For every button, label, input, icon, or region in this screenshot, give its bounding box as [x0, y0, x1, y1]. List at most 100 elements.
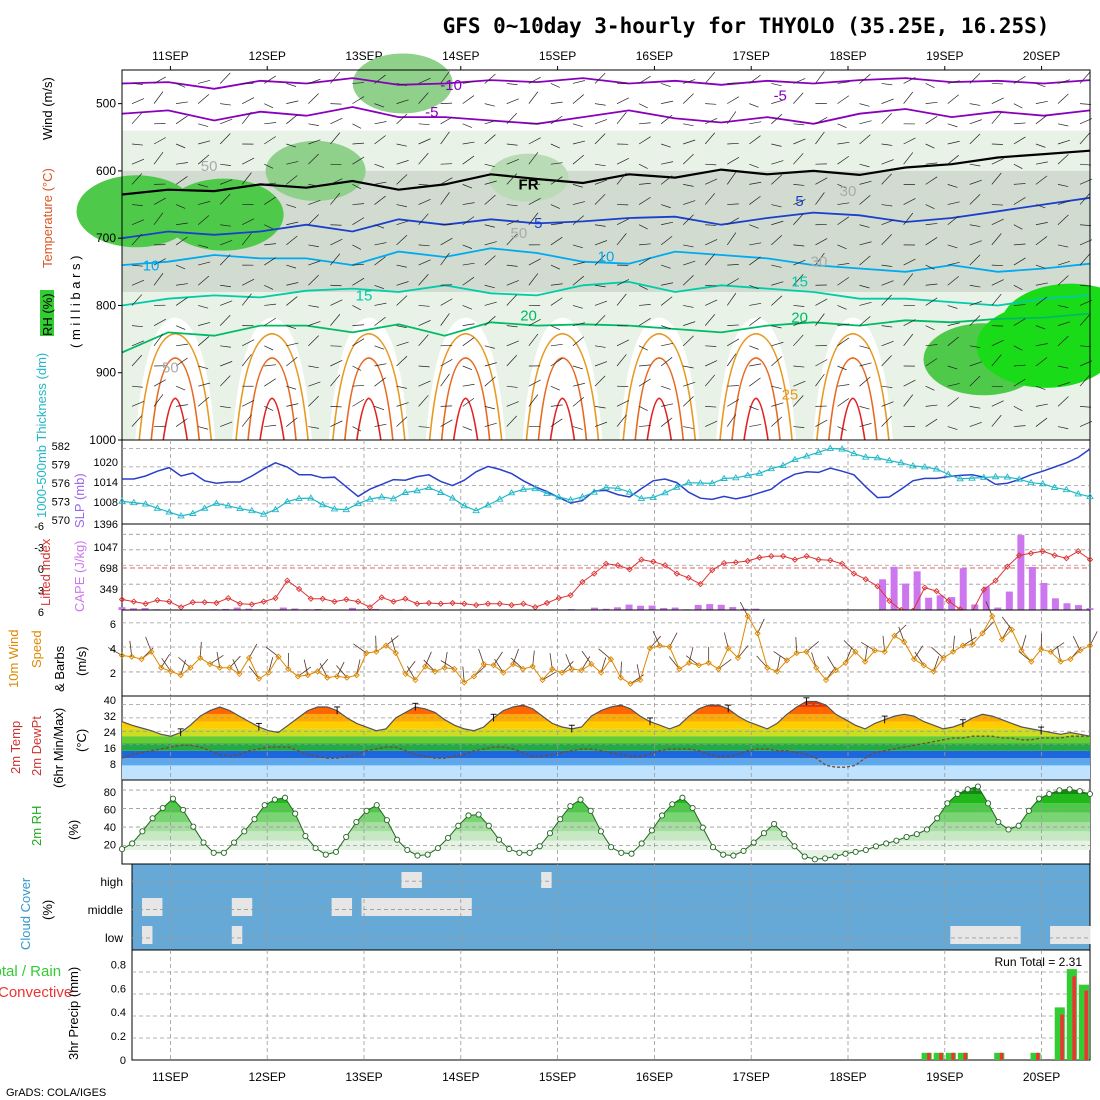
precip-grid [132, 950, 1090, 1060]
upper-wind-barb [837, 305, 847, 310]
lifted-index-marker [1027, 550, 1035, 557]
warm-contour-30 [440, 357, 491, 441]
slp-axis-label: SLP (mb) [72, 473, 87, 528]
upper-wind-barb [771, 113, 783, 125]
wind10m-marker [197, 654, 204, 662]
upper-wind-barb [484, 163, 495, 168]
date-tick-label-bottom: 19SEP [926, 1070, 963, 1084]
slp-marker [330, 505, 339, 512]
upper-wind-barb [440, 131, 450, 145]
upper-wind-barb [771, 356, 783, 367]
cape-bar [890, 566, 898, 610]
upper-wind-barb [881, 143, 893, 146]
upper-wind-barb [484, 362, 497, 367]
slp-marker [991, 472, 1000, 480]
upper-wind-barb [859, 134, 871, 145]
precip-convective-bar [999, 1052, 1004, 1060]
precip-axis-label: 3hr Precip (mm) [66, 967, 81, 1060]
upper-wind-barb [131, 325, 143, 328]
upper-wind-barb [352, 203, 365, 205]
isotherm--5 [121, 106, 1091, 125]
wind10m-barb [390, 637, 397, 654]
upper-wind-barb [1079, 314, 1090, 326]
thickness-line [122, 448, 1091, 504]
upper-wind-barb [572, 244, 583, 249]
pressure-tick-label: 600 [96, 164, 116, 178]
wind10m-barb [229, 655, 241, 669]
wind10m-barb [723, 632, 729, 649]
upper-wind-barb [528, 91, 539, 104]
wind10m-marker [979, 630, 986, 637]
upper-wind-barb [197, 215, 210, 225]
upper-wind-barb [528, 76, 541, 84]
upper-wind-barb [991, 218, 1004, 226]
upper-wind-barb [242, 218, 255, 226]
rh2m-tick-label: 40 [104, 822, 116, 834]
warm-contour-25 [428, 332, 503, 441]
upper-wind-barb [594, 224, 606, 227]
upper-wind-barb [374, 121, 387, 125]
upper-wind-barb [1035, 403, 1048, 407]
upper-wind-barb [572, 426, 583, 430]
upper-wind-barb [925, 237, 938, 246]
temp-band [122, 721, 1090, 729]
upper-wind-barb [771, 416, 783, 427]
upper-wind-barb [705, 345, 717, 347]
upper-wind-barb [484, 134, 496, 145]
wind10m-barb [405, 660, 416, 675]
wind10m-barb [336, 661, 345, 677]
upper-wind-barb [771, 160, 784, 165]
cloud-cell-middle [141, 898, 153, 916]
rh2m-panel: 80 60 40 20 2m RH (%) [29, 779, 1094, 865]
upper-wind-barb [749, 242, 762, 246]
upper-wind-barb [198, 79, 211, 84]
upper-wind-barb [1079, 72, 1090, 84]
lifted-index-marker [284, 577, 291, 584]
upper-wind-barb [947, 201, 960, 205]
upper-wind-barb [1035, 115, 1048, 125]
upper-wind-barb [727, 399, 740, 407]
rh2m-marker [414, 852, 421, 859]
wind10m-barb [598, 648, 612, 660]
upper-wind-barb [881, 264, 893, 267]
upper-wind-barb [153, 212, 164, 225]
upper-wind-barb [947, 155, 959, 165]
slp-marker [1062, 485, 1071, 493]
upper-wind-barb [484, 241, 497, 246]
rh2m-marker [893, 837, 900, 844]
upper-wind-barb [396, 281, 409, 286]
wind10m-marker [627, 680, 634, 687]
wind10m-barb [913, 645, 924, 660]
slp-marker [118, 497, 126, 504]
upper-wind-barb [881, 355, 892, 367]
upper-wind-barb [947, 426, 958, 430]
cape-bar [1074, 605, 1082, 610]
rh2m-marker [709, 844, 717, 851]
upper-wind-barb [374, 163, 385, 168]
upper-wind-barb [638, 284, 648, 290]
rh2m-marker [485, 822, 492, 829]
upper-wind-barb [550, 115, 563, 125]
rh2m-line [118, 783, 1094, 863]
precip-convective-bar [1084, 990, 1088, 1060]
rh2m-tick-label: 60 [104, 805, 116, 817]
rh2m-marker [271, 796, 278, 803]
slp-marker [755, 469, 764, 476]
cape-bar [1051, 598, 1059, 610]
rh2m-marker [343, 833, 350, 840]
upper-wind-barb [528, 273, 539, 286]
cape-axis-label: CAPE (J/kg) [72, 540, 87, 612]
upper-wind-barb [153, 91, 164, 104]
date-tick-label-top: 11SEP [152, 49, 188, 63]
upper-wind-barb [153, 76, 166, 84]
upper-wind-barb [374, 181, 387, 185]
rh2m-marker [434, 845, 441, 852]
upper-wind-barb [594, 375, 606, 387]
upper-wind-barb [528, 152, 539, 165]
upper-wind-barb [616, 172, 627, 185]
rh2m-marker [139, 828, 146, 835]
upper-wind-barb [749, 377, 761, 387]
wind10m-ticks: 6 4 2 [110, 619, 116, 680]
upper-wind-barb [903, 394, 914, 407]
lifted-index-marker [803, 552, 810, 560]
